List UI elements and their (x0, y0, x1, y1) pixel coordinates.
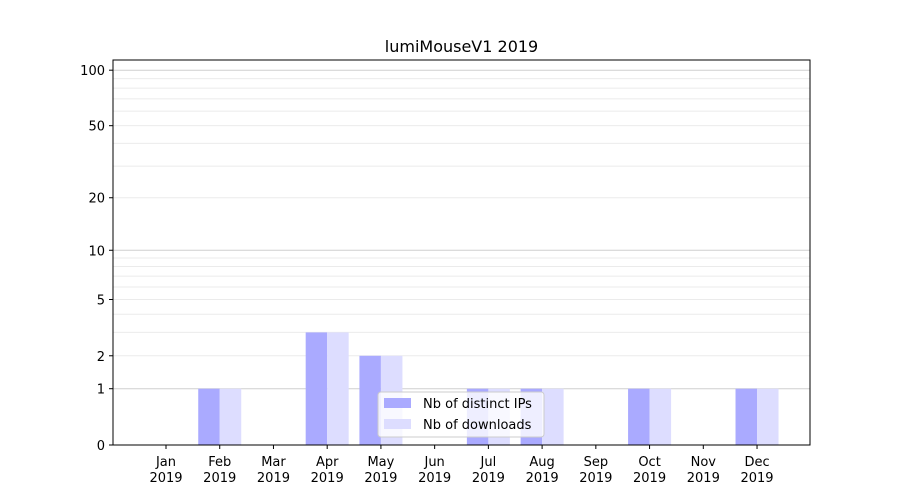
bar-downloads (327, 332, 349, 445)
bar-downloads (542, 388, 564, 445)
x-tick-label-line: 2019 (740, 471, 773, 486)
x-tick-label-line: Jul (480, 455, 497, 470)
legend: Nb of distinct IPs Nb of downloads (377, 391, 545, 438)
x-tick-label: Sep 2019 (579, 455, 612, 486)
chart-title: lumiMouseV1 2019 (385, 37, 538, 56)
bar-downloads (219, 388, 242, 445)
x-tick-label: Dec 2019 (740, 455, 773, 486)
x-tick-label-line: Apr (316, 455, 339, 470)
bar-distinct-ips (359, 355, 381, 445)
x-tick-label-line: 2019 (633, 471, 666, 486)
x-tick-label: Nov 2019 (687, 455, 720, 486)
x-tick-label-line: 2019 (257, 471, 290, 486)
y-tick-label: 0 (97, 439, 105, 454)
x-tick-label-line: 2019 (149, 471, 182, 486)
x-tick-label: Aug 2019 (526, 455, 559, 486)
legend-swatch (384, 398, 411, 408)
bar-downloads (649, 388, 672, 445)
x-tick-label-line: Sep (584, 455, 609, 470)
x-tick-label-line: Feb (208, 455, 231, 470)
x-tick-label: Jun 2019 (418, 455, 451, 486)
legend-swatch (384, 419, 411, 429)
bar-distinct-ips (305, 332, 328, 445)
legend-box (377, 391, 545, 438)
x-tick-label: Mar 2019 (257, 455, 290, 486)
y-tick-label: 50 (88, 120, 105, 135)
x-tick-label-line: Jan (155, 455, 176, 470)
bar-distinct-ips (198, 388, 220, 445)
y-tick-label: 1 (97, 383, 105, 398)
plot-frame (112, 59, 811, 446)
legend-label: Nb of downloads (423, 418, 532, 433)
y-tick-label: 20 (88, 192, 105, 207)
x-tick-label-line: Jun (423, 455, 444, 470)
legend-label: Nb of distinct IPs (423, 397, 532, 412)
x-tick-label-line: 2019 (472, 471, 505, 486)
x-tick-label: May 2019 (364, 455, 397, 486)
x-tick-label-line: Aug (529, 455, 554, 470)
bar-distinct-ips (735, 388, 758, 445)
x-tick-label: Oct 2019 (633, 455, 666, 486)
x-tick-label-line: 2019 (364, 471, 397, 486)
x-tick-label: Jul 2019 (472, 455, 505, 486)
x-tick-label: Jan 2019 (149, 455, 182, 486)
x-tick-label-line: 2019 (579, 471, 612, 486)
x-tick-label-line: 2019 (526, 471, 559, 486)
x-tick-label-line: 2019 (418, 471, 451, 486)
x-tick-label-line: May (367, 455, 394, 470)
x-tick-label-line: Oct (638, 455, 660, 470)
y-tick-label: 5 (97, 293, 105, 308)
x-tick-label: Feb 2019 (203, 455, 236, 486)
x-tick-label-line: Dec (744, 455, 769, 470)
x-tick-label-line: Mar (261, 455, 286, 470)
x-tick-label-line: Nov (691, 455, 717, 470)
x-tick-label-line: 2019 (687, 471, 720, 486)
x-tick-label-line: 2019 (311, 471, 344, 486)
x-tick-label-line: 2019 (203, 471, 236, 486)
y-tick-label: 10 (88, 244, 105, 259)
y-tick-label: 100 (80, 64, 105, 79)
x-tick-label: Apr 2019 (311, 455, 344, 486)
bar-distinct-ips (628, 388, 650, 445)
bar-downloads (757, 388, 779, 445)
y-tick-label: 2 (97, 350, 105, 365)
